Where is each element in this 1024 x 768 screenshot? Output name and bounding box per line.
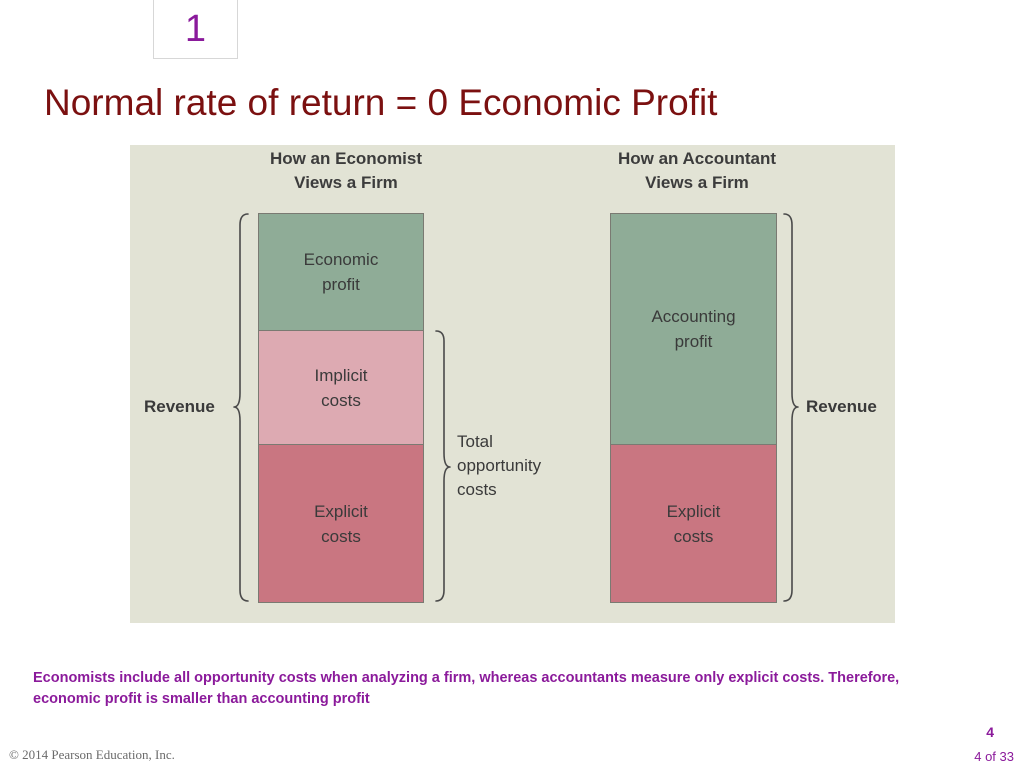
accounting-profit-label: Accounting profit xyxy=(651,307,736,351)
accountant-explicit-costs-segment: Explicit costs xyxy=(610,444,777,603)
page-count: 4 of 33 xyxy=(974,749,1014,764)
accountant-heading: How an Accountant Views a Firm xyxy=(567,147,827,195)
economist-explicit-costs-segment: Explicit costs xyxy=(258,444,424,603)
economic-profit-segment: Economic profit xyxy=(258,213,424,331)
accountant-heading-text: How an Accountant Views a Firm xyxy=(617,149,777,192)
brace-layer xyxy=(233,213,799,602)
economist-revenue-label: Revenue xyxy=(144,397,215,416)
economist-heading: How an Economist Views a Firm xyxy=(216,147,476,195)
slide-title: Normal rate of return = 0 Economic Profi… xyxy=(44,82,718,123)
economist-heading-text: How an Economist Views a Firm xyxy=(269,149,423,192)
copyright-notice: © 2014 Pearson Education, Inc. xyxy=(9,747,175,762)
economic-profit-label: Economic profit xyxy=(303,250,379,294)
accounting-profit-segment: Accounting profit xyxy=(610,213,777,445)
section-number-box: 1 xyxy=(153,0,238,59)
accountant-revenue-brace xyxy=(783,213,799,602)
page-number: 4 xyxy=(986,724,994,740)
implicit-costs-segment: Implicit costs xyxy=(258,330,424,445)
section-number: 1 xyxy=(184,7,207,50)
accountant-revenue-label: Revenue xyxy=(806,397,877,416)
total-opportunity-costs-label: Total opportunity costs xyxy=(457,432,542,499)
economist-explicit-costs-label: Explicit costs xyxy=(314,501,368,546)
accountant-explicit-costs-label: Explicit costs xyxy=(666,501,721,546)
opportunity-costs-brace xyxy=(435,330,451,602)
economist-revenue-brace xyxy=(233,213,249,602)
implicit-costs-label: Implicit costs xyxy=(314,365,368,410)
figure-caption: Economists include all opportunity costs… xyxy=(33,670,900,707)
economist-vs-accountant-figure: How an Economist Views a Firm Economic p… xyxy=(130,145,895,623)
